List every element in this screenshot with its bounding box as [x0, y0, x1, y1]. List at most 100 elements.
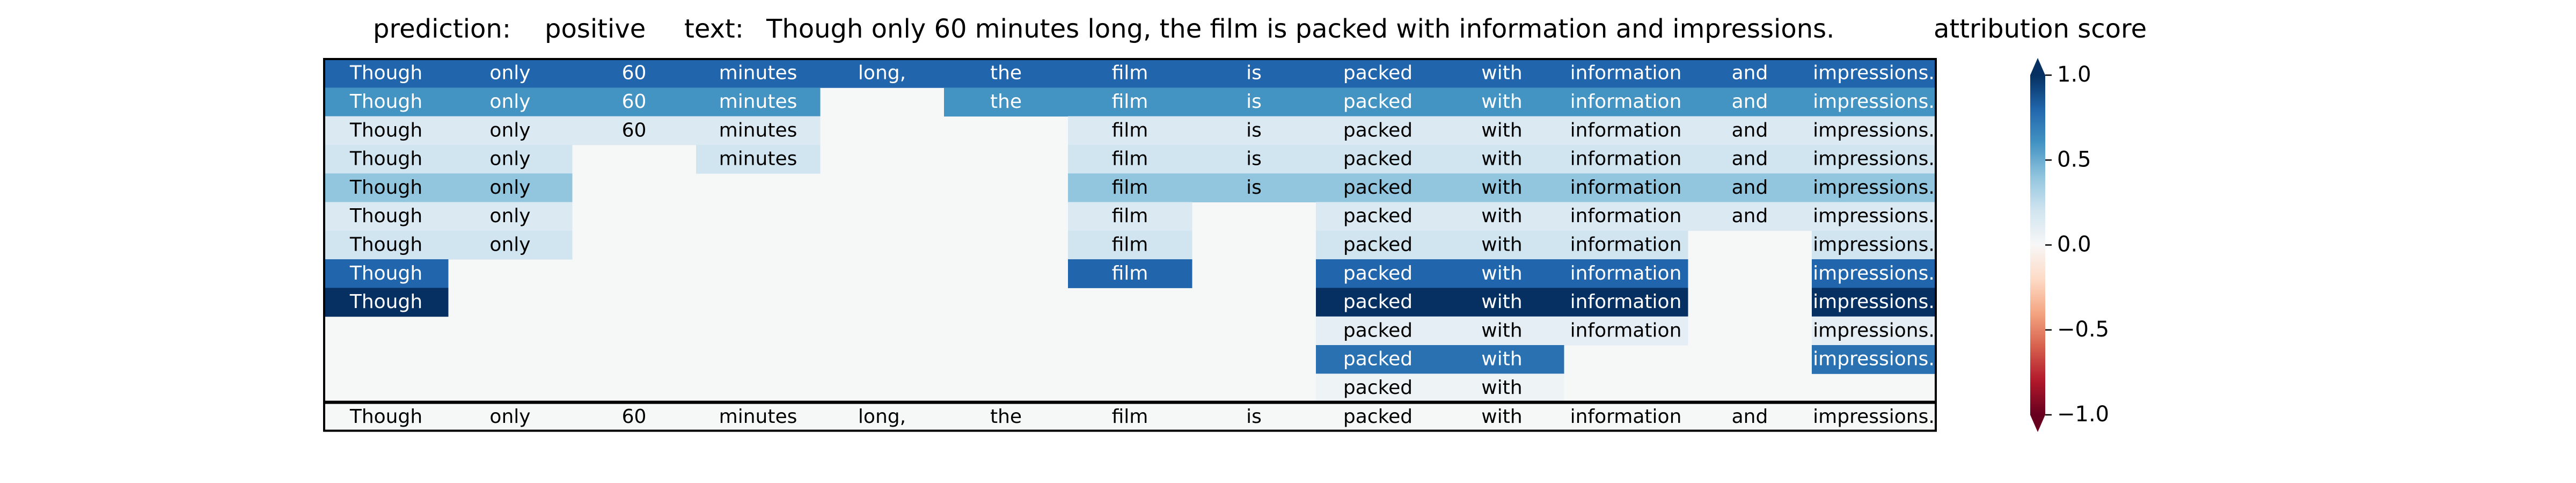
- heatmap-cell: [1564, 230, 1688, 260]
- heatmap-cell-label: impressions.: [1813, 262, 1935, 284]
- heatmap-cell-label: and: [1732, 119, 1768, 141]
- reference-token: long,: [858, 406, 906, 428]
- heatmap-cell-label: information: [1570, 91, 1682, 113]
- reference-token: with: [1481, 406, 1522, 428]
- heatmap-cell: [1564, 144, 1688, 174]
- heatmap-cell-label: and: [1732, 177, 1768, 199]
- heatmap-cell-label: 60: [622, 119, 647, 141]
- heatmap-cell: [696, 116, 821, 145]
- reference-token: the: [990, 406, 1022, 428]
- heatmap-cell: [1812, 144, 1936, 174]
- colorbar-tick-label: 1.0: [2057, 62, 2091, 87]
- prediction-label: prediction:: [373, 14, 511, 44]
- heatmap-cell: [1440, 288, 1564, 317]
- reference-token: impressions.: [1813, 406, 1935, 428]
- heatmap-cell-label: packed: [1343, 148, 1413, 170]
- text-value: Though only 60 minutes long, the film is…: [766, 14, 1835, 44]
- heatmap-cell-label: impressions.: [1813, 233, 1935, 255]
- heatmap-cell: [1812, 116, 1936, 145]
- heatmap-cell: [1192, 87, 1316, 117]
- heatmap-cell-label: only: [489, 233, 530, 255]
- heatmap-cell: [1564, 316, 1688, 346]
- heatmap-cell: [1068, 87, 1192, 117]
- heatmap-cell: [1192, 59, 1316, 88]
- heatmap-cell-label: film: [1112, 205, 1148, 227]
- heatmap-cell: [448, 59, 573, 88]
- heatmap-cell-label: information: [1570, 177, 1682, 199]
- heatmap-cell-label: Though: [349, 62, 422, 84]
- heatmap-cell-label: information: [1570, 148, 1682, 170]
- heatmap-cell: [1068, 116, 1192, 145]
- heatmap-cell: [1440, 230, 1564, 260]
- colorbar-tick-label: 0.0: [2057, 232, 2091, 257]
- heatmap-cell: [1812, 345, 1936, 374]
- heatmap-cell-label: 60: [622, 62, 647, 84]
- heatmap-cell: [1316, 288, 1440, 317]
- heatmap-cell-label: and: [1732, 91, 1768, 113]
- heatmap-cell-label: long,: [858, 62, 906, 84]
- heatmap-cell-label: film: [1112, 262, 1148, 284]
- heatmap-cell: [1068, 173, 1192, 202]
- heatmap-cell-label: with: [1481, 148, 1522, 170]
- heatmap-cell-label: with: [1481, 177, 1522, 199]
- colorbar-extend-max: [2030, 58, 2045, 75]
- heatmap-cell-label: minutes: [719, 148, 797, 170]
- heatmap-cell: [1564, 202, 1688, 231]
- heatmap-cell-label: with: [1481, 91, 1522, 113]
- heatmap-cell-label: Though: [349, 205, 422, 227]
- heatmap-cell: [324, 116, 449, 145]
- heatmap-cell-label: with: [1481, 262, 1522, 284]
- heatmap-cell: [1316, 59, 1440, 88]
- heatmap-cell-label: information: [1570, 262, 1682, 284]
- heatmap-cell: [1440, 59, 1564, 88]
- heatmap-cell-label: with: [1481, 377, 1522, 399]
- heatmap-cell-label: with: [1481, 233, 1522, 255]
- heatmap-cell: [1812, 202, 1936, 231]
- heatmap-cell-label: is: [1246, 119, 1262, 141]
- heatmap-cell: [448, 230, 573, 260]
- reference-token: Though: [349, 406, 422, 428]
- heatmap-cell-label: with: [1481, 348, 1522, 370]
- heatmap-cell-label: with: [1481, 319, 1522, 341]
- heatmap-cell-label: packed: [1343, 205, 1413, 227]
- heatmap-cell-label: only: [489, 91, 530, 113]
- heatmap-cell-label: only: [489, 205, 530, 227]
- heatmap-cell: [448, 116, 573, 145]
- heatmap-cell: [1564, 116, 1688, 145]
- colorbar-tick-label: 0.5: [2057, 147, 2091, 172]
- heatmap-cell-label: is: [1246, 148, 1262, 170]
- reference-token: is: [1246, 406, 1262, 428]
- heatmap-cell: [1440, 345, 1564, 374]
- heatmap-cell-label: Though: [349, 262, 422, 284]
- heatmap-cell-label: information: [1570, 119, 1682, 141]
- heatmap-cell: [1440, 259, 1564, 288]
- heatmap-cell-label: Though: [349, 119, 422, 141]
- reference-token: minutes: [719, 406, 797, 428]
- heatmap-cell: [1068, 202, 1192, 231]
- heatmap-cell: [1812, 316, 1936, 346]
- heatmap-cell: [1440, 316, 1564, 346]
- heatmap-cell: [448, 202, 573, 231]
- heatmap-cell: [1316, 374, 1440, 403]
- heatmap-cell-label: with: [1481, 62, 1522, 84]
- heatmap-cell-label: impressions.: [1813, 119, 1935, 141]
- heatmap-cell: [1192, 116, 1316, 145]
- heatmap-cell: [1688, 202, 1812, 231]
- heatmap-cell: [1440, 202, 1564, 231]
- colorbar-tick-label: −1.0: [2057, 402, 2109, 427]
- heatmap-cell: [1564, 259, 1688, 288]
- heatmap-cell-label: is: [1246, 177, 1262, 199]
- heatmap-cell-label: information: [1570, 319, 1682, 341]
- heatmap-cell: [324, 230, 449, 260]
- heatmap-cell-label: packed: [1343, 319, 1413, 341]
- heatmap-cell: [1688, 116, 1812, 145]
- prediction-value: positive: [545, 14, 646, 44]
- heatmap-cell-label: the: [990, 91, 1022, 113]
- heatmap-cell: [1316, 87, 1440, 117]
- heatmap-cell-label: only: [489, 148, 530, 170]
- heatmap-cell-label: and: [1732, 205, 1768, 227]
- heatmap-cell-label: is: [1246, 91, 1262, 113]
- heatmap-cell: [1316, 259, 1440, 288]
- colorbar: [2030, 75, 2045, 415]
- heatmap-cell-label: and: [1732, 62, 1768, 84]
